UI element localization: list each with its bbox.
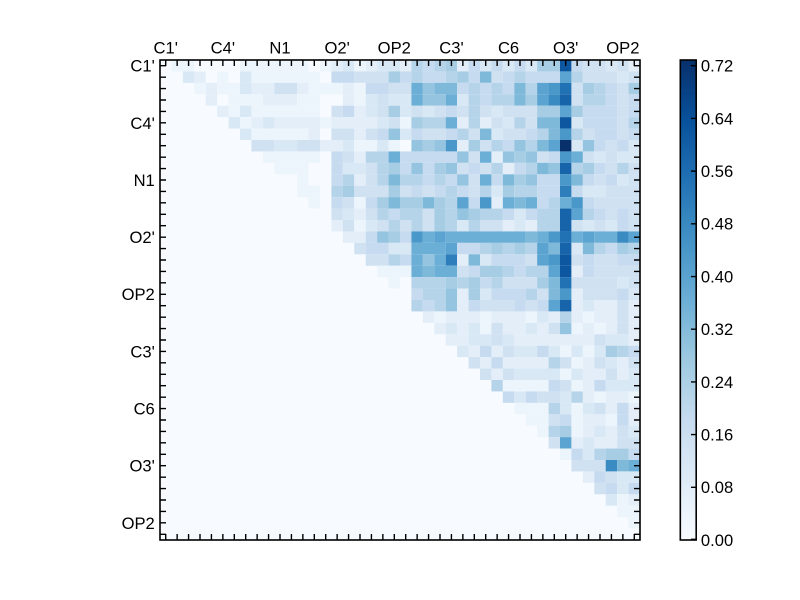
svg-text:O2': O2' xyxy=(129,228,154,247)
svg-text:C3': C3' xyxy=(439,39,463,58)
svg-text:C6: C6 xyxy=(498,39,519,58)
svg-text:N1: N1 xyxy=(134,171,155,190)
svg-text:OP2: OP2 xyxy=(122,285,155,304)
svg-text:0.48: 0.48 xyxy=(701,215,733,234)
svg-text:C6: C6 xyxy=(134,399,155,418)
svg-text:0.64: 0.64 xyxy=(701,109,733,128)
svg-text:C3': C3' xyxy=(130,342,154,361)
svg-text:C4': C4' xyxy=(130,114,154,133)
svg-text:C1': C1' xyxy=(130,57,154,76)
svg-text:0.00: 0.00 xyxy=(701,531,733,550)
svg-text:0.08: 0.08 xyxy=(701,478,733,497)
svg-text:C1': C1' xyxy=(154,39,178,58)
svg-text:0.16: 0.16 xyxy=(701,426,733,445)
svg-text:OP2: OP2 xyxy=(122,514,155,533)
svg-text:0.72: 0.72 xyxy=(701,57,733,76)
svg-text:0.56: 0.56 xyxy=(701,162,733,181)
svg-text:OP2: OP2 xyxy=(378,39,411,58)
svg-text:OP2: OP2 xyxy=(606,39,639,58)
svg-text:O3': O3' xyxy=(129,457,154,476)
svg-text:0.24: 0.24 xyxy=(701,373,733,392)
svg-text:0.40: 0.40 xyxy=(701,267,733,286)
svg-text:N1: N1 xyxy=(269,39,290,58)
svg-text:0.32: 0.32 xyxy=(701,320,733,339)
svg-text:O2': O2' xyxy=(324,39,349,58)
svg-text:O3': O3' xyxy=(553,39,578,58)
svg-text:C4': C4' xyxy=(211,39,235,58)
